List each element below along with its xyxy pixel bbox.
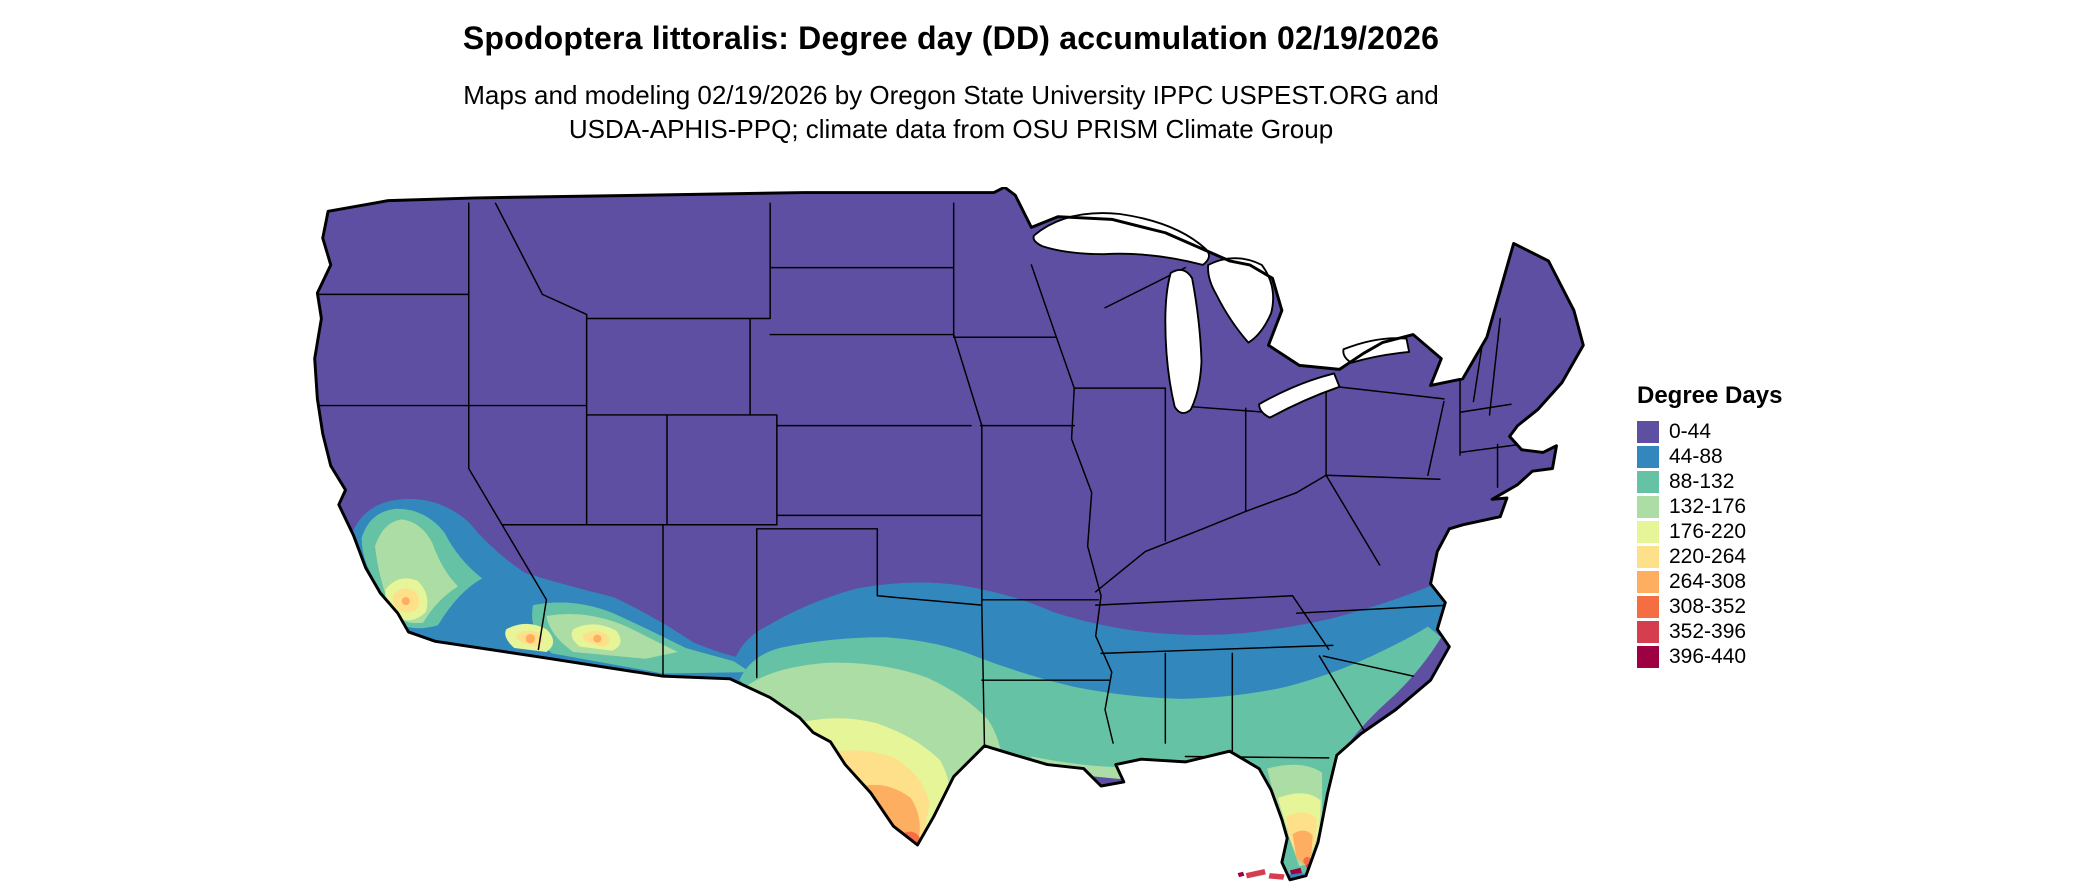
- legend-label: 0-44: [1669, 420, 1712, 443]
- legend-swatch: [1637, 570, 1659, 593]
- legend-label: 176-220: [1669, 520, 1747, 543]
- legend-swatch: [1637, 470, 1659, 493]
- legend-swatch: [1637, 645, 1659, 668]
- florida-keys: [1237, 867, 1302, 880]
- legend-label: 264-308: [1669, 570, 1747, 593]
- state-borders-west: [314, 202, 955, 677]
- dd-band-264-308-south-florida: [1292, 830, 1313, 866]
- legend-item: 176-220: [1637, 519, 1782, 544]
- legend-item: 88-132: [1637, 469, 1782, 494]
- legend-item: 352-396: [1637, 619, 1782, 644]
- figure-title: Spodoptera littoralis: Degree day (DD) a…: [462, 20, 1440, 56]
- dd-band-352-396-keys-1: [1245, 869, 1266, 879]
- figure-subtitle: Maps and modeling 02/19/2026 by Oregon S…: [0, 78, 1902, 146]
- legend-swatch: [1637, 445, 1659, 468]
- legend-label: 44-88: [1669, 445, 1723, 468]
- legend-rows: 0-44 44-88 88-132 132-176 176-220 220-264 264-…: [1637, 419, 1782, 669]
- legend-item: 132-176: [1637, 494, 1782, 519]
- legend-swatch: [1637, 495, 1659, 518]
- lake-erie: [1258, 372, 1341, 419]
- legend-swatch: [1637, 620, 1659, 643]
- state-borders: [314, 202, 1522, 762]
- legend-label: 308-352: [1669, 595, 1747, 618]
- state-borders-east: [1094, 317, 1522, 762]
- lake-michigan: [1164, 268, 1203, 414]
- dd-warm-bands: [348, 498, 1458, 880]
- legend-swatch: [1637, 520, 1659, 543]
- subtitle-line-2: USDA-APHIS-PPQ; climate data from OSU PR…: [568, 114, 1334, 144]
- legend-label: 88-132: [1669, 470, 1735, 493]
- us-degree-day-map: [313, 187, 1585, 882]
- legend-label: 132-176: [1669, 495, 1747, 518]
- legend-label: 352-396: [1669, 620, 1747, 643]
- legend-swatch: [1637, 595, 1659, 618]
- dd-band-264-308-yuma: [525, 633, 536, 644]
- legend-item: 308-352: [1637, 594, 1782, 619]
- legend-swatch: [1637, 420, 1659, 443]
- legend-swatch: [1637, 545, 1659, 568]
- dd-band-396-440-keys-east: [1289, 867, 1302, 875]
- state-borders-central: [756, 264, 1298, 748]
- legend-item: 396-440: [1637, 644, 1782, 669]
- great-lakes: [1032, 212, 1411, 419]
- legend-item: 44-88: [1637, 444, 1782, 469]
- dd-band-352-396-keys-2: [1268, 873, 1285, 880]
- dd-band-264-308-la-basin: [401, 597, 410, 606]
- subtitle-line-1: Maps and modeling 02/19/2026 by Oregon S…: [463, 80, 1439, 110]
- legend-title: Degree Days: [1637, 382, 1783, 409]
- lake-superior: [1032, 212, 1210, 266]
- legend-item: 264-308: [1637, 569, 1782, 594]
- legend-item: 220-264: [1637, 544, 1782, 569]
- legend-label: 220-264: [1669, 545, 1747, 568]
- legend-item: 0-44: [1637, 419, 1782, 444]
- dd-band-264-308-phoenix: [593, 634, 602, 643]
- lake-huron: [1207, 257, 1275, 344]
- dd-band-396-440-keys-west: [1237, 871, 1245, 878]
- legend-label: 396-440: [1669, 645, 1747, 668]
- legend: Degree Days 0-44 44-88 88-132 132-176 176-22…: [1637, 382, 1782, 669]
